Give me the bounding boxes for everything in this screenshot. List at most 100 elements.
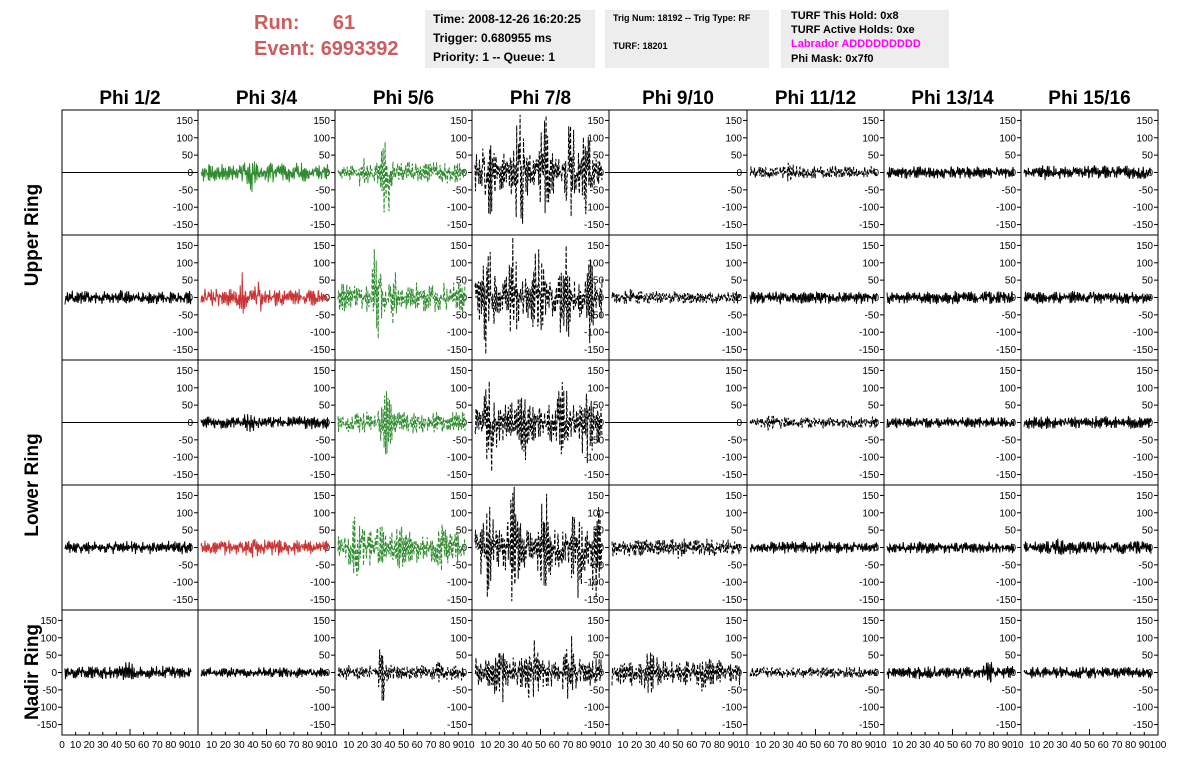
y-tick-label: -50 [590, 185, 605, 196]
y-tick-label: -150 [996, 720, 1016, 731]
y-tick-label: 50 [868, 401, 880, 412]
y-tick-label: 100 [999, 633, 1016, 644]
y-tick-label: -150 [859, 720, 879, 731]
y-tick-label: 50 [456, 151, 468, 162]
y-tick-label: -150 [722, 720, 742, 731]
y-tick-label: 150 [450, 116, 467, 127]
ring-title: Nadir Ring [22, 624, 43, 720]
y-tick-label: 100 [725, 633, 742, 644]
waveform-trace [1023, 290, 1152, 304]
x-tick-label: 90 [316, 740, 328, 751]
y-tick-label: -150 [859, 595, 879, 606]
x-tick-label: 60 [686, 740, 698, 751]
y-tick-label: -50 [865, 435, 880, 446]
waveform-trace [337, 649, 466, 701]
y-tick-label: -150 [1133, 720, 1153, 731]
waveform-trace [474, 381, 603, 472]
y-tick-label: 100 [313, 383, 330, 394]
run-label: Run: [254, 12, 300, 34]
y-tick-label: -50 [316, 685, 331, 696]
y-tick-label: -100 [996, 578, 1016, 589]
y-tick-label: 100 [450, 258, 467, 269]
x-tick-label: 30 [508, 740, 520, 751]
x-tick-label: 80 [851, 740, 863, 751]
y-tick-label: -50 [1139, 310, 1154, 321]
y-tick-label: -50 [1002, 685, 1017, 696]
y-tick-label: 150 [1136, 116, 1153, 127]
y-tick-label: 50 [868, 651, 880, 662]
turf-active-line: TURF Active Holds: 0xe [791, 24, 915, 36]
y-tick-label: 150 [1136, 366, 1153, 377]
y-tick-label: -50 [1139, 435, 1154, 446]
y-tick-label: 50 [731, 651, 743, 662]
waveform-trace [200, 272, 329, 314]
y-tick-label: -100 [1133, 578, 1153, 589]
x-tick-label: 20 [906, 740, 918, 751]
y-tick-label: -50 [590, 560, 605, 571]
y-tick-label: -150 [1133, 470, 1153, 481]
panel-frame [608, 234, 748, 361]
waveform-trace [200, 414, 329, 432]
x-tick-label: 50 [124, 740, 136, 751]
x-tick-label: 70 [288, 740, 300, 751]
y-tick-label: -100 [722, 203, 742, 214]
y-tick-label: 150 [725, 116, 742, 127]
y-tick-label: 100 [999, 383, 1016, 394]
trigger-line: Trigger: 0.680955 ms [433, 31, 552, 45]
y-tick-label: 50 [182, 401, 194, 412]
y-tick-label: 50 [456, 276, 468, 287]
x-tick-label: 30 [1057, 740, 1069, 751]
column-title: Phi 11/12 [775, 88, 856, 109]
y-tick-label: -50 [453, 560, 468, 571]
y-tick-label: 150 [313, 491, 330, 502]
y-tick-label: 50 [1142, 401, 1154, 412]
y-tick-label: 150 [999, 491, 1016, 502]
y-tick-label: -50 [1002, 185, 1017, 196]
y-tick-label: 150 [999, 616, 1016, 627]
y-tick-label: 100 [725, 258, 742, 269]
y-tick-label: 150 [176, 241, 193, 252]
y-tick-label: -100 [173, 453, 193, 464]
x-tick-label: 70 [152, 740, 164, 751]
x-tick-label: 30 [371, 740, 383, 751]
y-tick-label: -50 [453, 185, 468, 196]
x-tick-label: 40 [933, 740, 945, 751]
y-tick-label: 0 [736, 418, 742, 429]
y-tick-label: 100 [999, 258, 1016, 269]
y-tick-label: -150 [584, 470, 604, 481]
y-tick-label: -50 [43, 685, 58, 696]
waveform-trace [200, 667, 329, 679]
y-tick-label: -100 [37, 703, 57, 714]
y-tick-label: -100 [584, 328, 604, 339]
y-tick-label: 50 [319, 526, 331, 537]
x-tick-label: 70 [974, 740, 986, 751]
y-tick-label: -150 [859, 470, 879, 481]
y-tick-label: 100 [450, 383, 467, 394]
y-tick-label: 50 [1005, 526, 1017, 537]
column-title: Phi 5/6 [373, 88, 434, 109]
x-tick-label: 90 [1139, 740, 1151, 751]
y-tick-label: -100 [447, 328, 467, 339]
x-tick-label: 30 [645, 740, 657, 751]
y-tick-label: 50 [1142, 276, 1154, 287]
run-line: Run: 61 [254, 10, 424, 36]
event-line: Event: 6993392 [254, 36, 424, 62]
y-tick-label: 150 [587, 366, 604, 377]
waveform-trace [474, 237, 603, 355]
x-tick-label: 30 [97, 740, 109, 751]
y-tick-label: 0 [461, 168, 467, 179]
y-tick-label: -150 [310, 220, 330, 231]
y-tick-label: 100 [313, 508, 330, 519]
y-tick-label: -50 [179, 435, 194, 446]
